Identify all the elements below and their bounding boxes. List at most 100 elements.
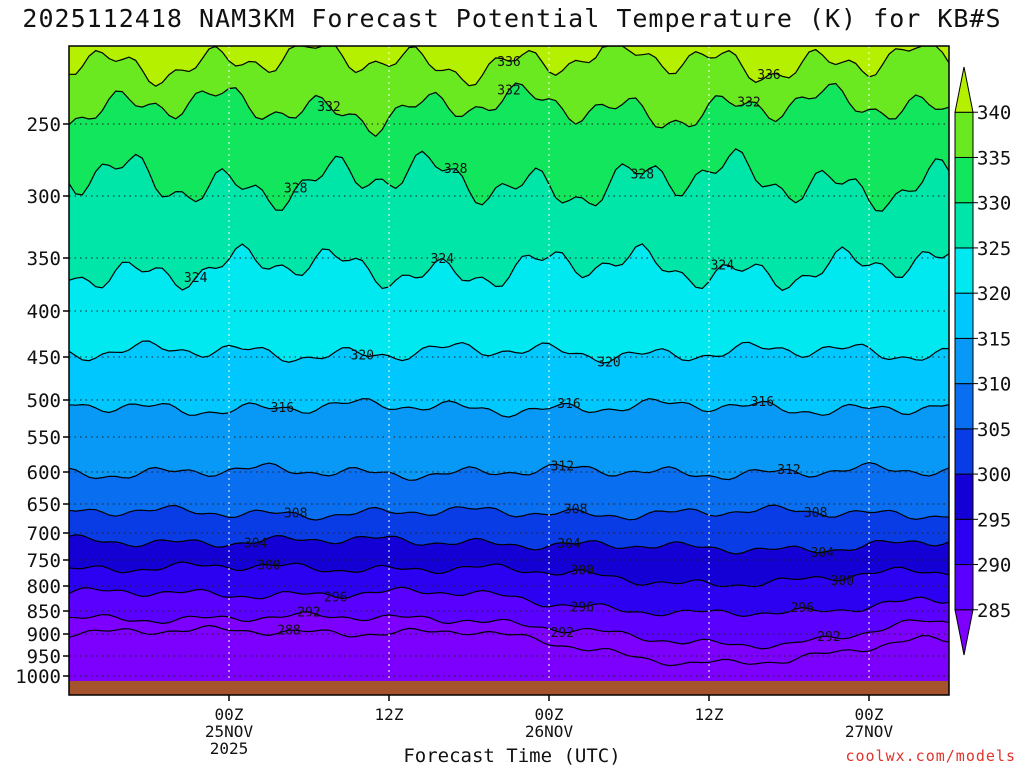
colorbar-swatch bbox=[954, 156, 974, 204]
contour-label-324: 324 bbox=[711, 258, 735, 273]
plot-gridlines bbox=[69, 46, 949, 681]
x-tick-label: 12Z bbox=[375, 705, 404, 724]
y-tick-label: 500 bbox=[27, 390, 61, 412]
contour-label-336: 336 bbox=[497, 55, 520, 70]
contour-label-316: 316 bbox=[271, 401, 294, 416]
x-tick-label: 27NOV bbox=[845, 722, 894, 741]
contour-line-288 bbox=[69, 624, 949, 667]
contour-label-324: 324 bbox=[431, 252, 455, 267]
colorbar-legend: 285 290 295 300 305 310 315 320 325 330 335 340 bbox=[954, 66, 1011, 656]
contour-label-328: 328 bbox=[444, 162, 467, 177]
contour-label-288: 288 bbox=[277, 624, 300, 639]
x-tick-label: 26NOV bbox=[525, 722, 574, 741]
x-axis-title: Forecast Time (UTC) bbox=[403, 745, 621, 767]
contour-line-332 bbox=[69, 82, 949, 138]
theta-filled-bands bbox=[69, 46, 949, 695]
colorbar-swatch bbox=[954, 518, 974, 566]
y-tick-label: 750 bbox=[27, 550, 61, 572]
colorbar-swatch bbox=[954, 564, 974, 611]
y-tick-label: 450 bbox=[27, 347, 61, 369]
chart-title: 2025112418 NAM3KM Forecast Potential Tem… bbox=[22, 4, 1002, 33]
contour-label-328: 328 bbox=[284, 181, 307, 196]
x-tick-label: 12Z bbox=[695, 705, 724, 724]
contour-label-296: 296 bbox=[571, 600, 594, 615]
x-tick-label: 00Z bbox=[855, 705, 884, 724]
colorbar-label: 290 bbox=[977, 555, 1011, 577]
contour-line-328 bbox=[69, 148, 949, 212]
y-tick-label: 950 bbox=[27, 646, 61, 668]
colorbar-min-arrow bbox=[954, 609, 974, 656]
colorbar-label: 325 bbox=[977, 238, 1011, 260]
colorbar-swatch bbox=[954, 111, 974, 158]
colorbar-label: 305 bbox=[977, 419, 1011, 441]
contour-label-320: 320 bbox=[351, 348, 374, 363]
contour-label-324: 324 bbox=[184, 271, 208, 286]
contour-label-304: 304 bbox=[244, 537, 268, 552]
y-tick-label: 700 bbox=[27, 523, 61, 545]
colorbar-label: 330 bbox=[977, 193, 1011, 215]
y-tick-label: 900 bbox=[27, 624, 61, 646]
contour-label-292: 292 bbox=[297, 606, 320, 621]
y-tick-label: 800 bbox=[27, 576, 61, 598]
contour-label-332: 332 bbox=[317, 100, 340, 115]
contour-line-324 bbox=[69, 243, 949, 292]
contour-label-296: 296 bbox=[324, 591, 347, 606]
x-tick-label: 2025 bbox=[210, 739, 249, 758]
colorbar-label: 315 bbox=[977, 328, 1011, 350]
x-tick-label: 00Z bbox=[215, 705, 244, 724]
colorbar-label: 320 bbox=[977, 283, 1011, 305]
colorbar-label: 300 bbox=[977, 464, 1011, 486]
y-tick-label: 400 bbox=[27, 301, 61, 323]
y-tick-label: 850 bbox=[27, 601, 61, 623]
band-292 bbox=[69, 612, 949, 695]
contour-label-316: 316 bbox=[751, 395, 774, 410]
contour-label-336: 336 bbox=[757, 68, 780, 83]
contour-label-300: 300 bbox=[831, 574, 854, 589]
contour-line-292 bbox=[69, 611, 949, 650]
y-tick-label: 600 bbox=[27, 462, 61, 484]
colorbar-label: 335 bbox=[977, 147, 1011, 169]
contour-line-320 bbox=[69, 340, 949, 364]
x-tick-label: 00Z bbox=[535, 705, 564, 724]
site-credit[interactable]: coolwx.com/models bbox=[845, 747, 1016, 765]
contour-label-332: 332 bbox=[737, 95, 760, 110]
contour-line-304 bbox=[69, 534, 949, 555]
contour-label-332: 332 bbox=[497, 83, 520, 98]
colorbar-swatch bbox=[954, 473, 974, 520]
contour-line-308 bbox=[69, 504, 949, 521]
colorbar-label: 310 bbox=[977, 374, 1011, 396]
contour-label-312: 312 bbox=[777, 463, 800, 478]
colorbar-swatch bbox=[954, 292, 974, 339]
contour-label-304: 304 bbox=[811, 546, 835, 561]
y-tick-label: 650 bbox=[27, 494, 61, 516]
colorbar-swatch bbox=[954, 337, 974, 385]
contour-label-308: 308 bbox=[564, 503, 587, 518]
contour-line-300 bbox=[69, 561, 949, 588]
colorbar-swatch bbox=[954, 383, 974, 430]
y-tick-label: 350 bbox=[27, 248, 61, 270]
contour-label-308: 308 bbox=[804, 506, 827, 521]
colorbar-max-arrow bbox=[954, 66, 974, 113]
colorbar-swatch bbox=[954, 202, 974, 249]
y-tick-label: 1000 bbox=[15, 666, 61, 688]
y-tick-label: 300 bbox=[27, 186, 61, 208]
contour-label-300: 300 bbox=[571, 563, 594, 578]
contour-label-320: 320 bbox=[597, 356, 620, 371]
contour-label-292: 292 bbox=[817, 630, 840, 645]
contour-label-300: 300 bbox=[257, 558, 280, 573]
y-tick-label: 250 bbox=[27, 114, 61, 136]
y-axis: 2503003504004505005506006507007508008509… bbox=[15, 114, 69, 688]
ground-fill bbox=[69, 681, 949, 695]
plot-frame bbox=[68, 45, 950, 696]
colorbar-label: 295 bbox=[977, 509, 1011, 531]
y-tick-label: 550 bbox=[27, 427, 61, 449]
contour-label-292: 292 bbox=[551, 626, 574, 641]
x-tick-label: 25NOV bbox=[205, 722, 254, 741]
contour-label-296: 296 bbox=[791, 601, 814, 616]
contour-label-328: 328 bbox=[631, 167, 654, 182]
colorbar-label: 285 bbox=[977, 600, 1011, 622]
contour-label-316: 316 bbox=[557, 397, 580, 412]
